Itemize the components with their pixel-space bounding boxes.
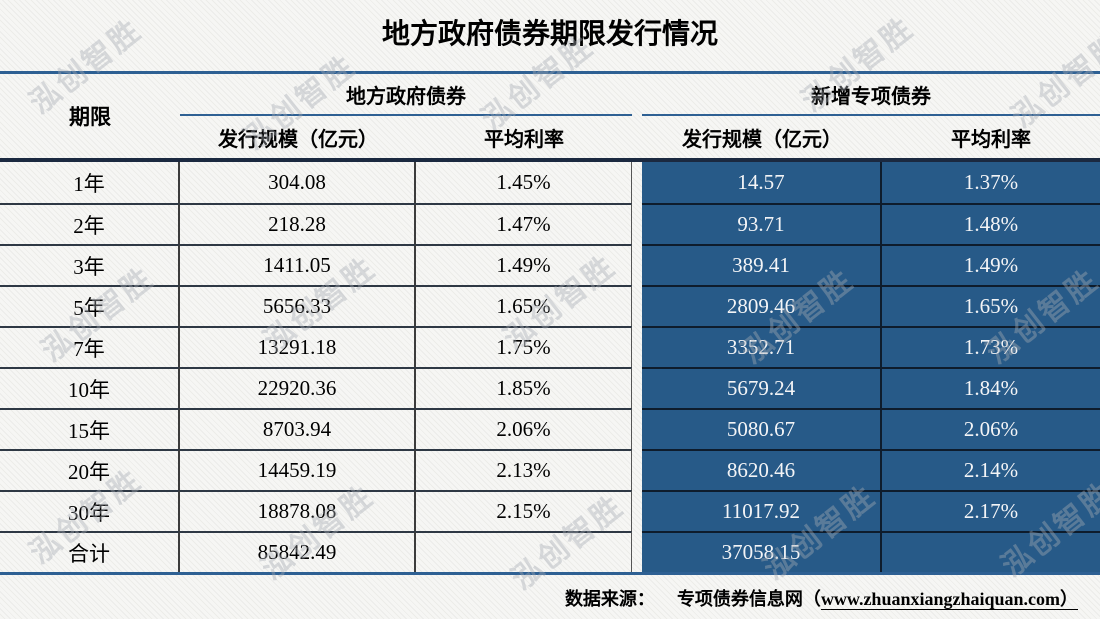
header-lgb-average-rate: 平均利率 xyxy=(484,128,564,151)
header-nsb-issuance-scale: 发行规模（亿元） xyxy=(682,128,842,151)
cell-lgb-scale: 85842.49 xyxy=(180,531,416,572)
column-gap xyxy=(632,74,642,158)
cell-lgb-scale: 5656.33 xyxy=(180,285,416,326)
cell-lgb-rate: 1.75% xyxy=(416,326,632,367)
cell-lgb-rate: 1.65% xyxy=(416,285,632,326)
source-name: 专项债券信息网（ xyxy=(676,589,821,609)
cell-lgb-rate: 1.49% xyxy=(416,244,632,285)
source-label: 数据来源： xyxy=(564,589,655,609)
column-gap xyxy=(632,162,642,203)
column-gap xyxy=(632,449,642,490)
table-row: 20年 14459.19 2.13% 8620.46 2.14% xyxy=(0,449,1100,490)
column-gap xyxy=(632,203,642,244)
table-row: 7年 13291.18 1.75% 3352.71 1.73% xyxy=(0,326,1100,367)
cell-nsb-rate: 2.14% xyxy=(882,449,1100,490)
cell-nsb-scale: 11017.92 xyxy=(642,490,882,531)
cell-term: 20年 xyxy=(0,449,180,490)
cell-lgb-scale: 14459.19 xyxy=(180,449,416,490)
cell-term: 30年 xyxy=(0,490,180,531)
cell-nsb-rate: 1.48% xyxy=(882,203,1100,244)
table-row: 10年 22920.36 1.85% 5679.24 1.84% xyxy=(0,367,1100,408)
cell-lgb-scale: 218.28 xyxy=(180,203,416,244)
column-gap xyxy=(632,490,642,531)
table-row: 15年 8703.94 2.06% 5080.67 2.06% xyxy=(0,408,1100,449)
cell-nsb-scale: 3352.71 xyxy=(642,326,882,367)
cell-lgb-scale: 304.08 xyxy=(180,162,416,203)
cell-nsb-scale: 93.71 xyxy=(642,203,882,244)
source-close-paren: ） xyxy=(1060,589,1078,609)
table-row: 2年 218.28 1.47% 93.71 1.48% xyxy=(0,203,1100,244)
cell-term: 10年 xyxy=(0,367,180,408)
table-bottom-rule xyxy=(0,572,1100,575)
cell-nsb-rate: 1.37% xyxy=(882,162,1100,203)
header-nsb-average-rate: 平均利率 xyxy=(951,128,1031,151)
cell-term: 7年 xyxy=(0,326,180,367)
cell-nsb-rate: 1.73% xyxy=(882,326,1100,367)
cell-nsb-scale: 2809.46 xyxy=(642,285,882,326)
table-row-total: 合计 85842.49 37058.15 xyxy=(0,531,1100,572)
data-source: 数据来源： 专项债券信息网（www.zhuanxiangzhaiquan.com） xyxy=(565,585,1078,611)
header-group-new-special-bonds: 新增专项债券 xyxy=(642,74,1100,116)
table-body: 1年 304.08 1.45% 14.57 1.37% 2年 218.28 1.… xyxy=(0,162,1100,572)
cell-nsb-scale: 5679.24 xyxy=(642,367,882,408)
cell-nsb-scale: 37058.15 xyxy=(642,531,882,572)
table-row: 1年 304.08 1.45% 14.57 1.37% xyxy=(0,162,1100,203)
cell-lgb-rate: 1.47% xyxy=(416,203,632,244)
cell-lgb-scale: 22920.36 xyxy=(180,367,416,408)
source-url-link[interactable]: www.zhuanxiangzhaiquan.com xyxy=(820,589,1060,609)
cell-lgb-scale: 8703.94 xyxy=(180,408,416,449)
column-gap xyxy=(632,367,642,408)
cell-nsb-rate xyxy=(882,531,1100,572)
cell-nsb-rate: 2.06% xyxy=(882,408,1100,449)
cell-lgb-scale: 1411.05 xyxy=(180,244,416,285)
column-gap xyxy=(632,531,642,572)
cell-lgb-rate: 1.85% xyxy=(416,367,632,408)
cell-nsb-rate: 1.84% xyxy=(882,367,1100,408)
column-gap xyxy=(632,408,642,449)
table-row: 5年 5656.33 1.65% 2809.46 1.65% xyxy=(0,285,1100,326)
cell-nsb-scale: 389.41 xyxy=(642,244,882,285)
cell-lgb-rate xyxy=(416,531,632,572)
cell-lgb-scale: 13291.18 xyxy=(180,326,416,367)
cell-lgb-rate: 1.45% xyxy=(416,162,632,203)
cell-term: 5年 xyxy=(0,285,180,326)
header-divider-rule xyxy=(0,158,1100,162)
table-row: 3年 1411.05 1.49% 389.41 1.49% xyxy=(0,244,1100,285)
cell-term: 合计 xyxy=(0,531,180,572)
cell-lgb-rate: 2.15% xyxy=(416,490,632,531)
page-title: 地方政府债券期限发行情况 xyxy=(381,19,718,50)
cell-lgb-scale: 18878.08 xyxy=(180,490,416,531)
header-lgb-issuance-scale: 发行规模（亿元） xyxy=(218,128,378,151)
cell-nsb-rate: 1.65% xyxy=(882,285,1100,326)
cell-nsb-rate: 2.17% xyxy=(882,490,1100,531)
cell-nsb-scale: 8620.46 xyxy=(642,449,882,490)
cell-term: 2年 xyxy=(0,203,180,244)
table-row: 30年 18878.08 2.15% 11017.92 2.17% xyxy=(0,490,1100,531)
cell-term: 15年 xyxy=(0,408,180,449)
cell-term: 3年 xyxy=(0,244,180,285)
bond-term-table: 期限 地方政府债券 新增专项债券 发行规模（亿元） 平均利率 发行规模（亿元） … xyxy=(0,71,1100,575)
cell-nsb-rate: 1.49% xyxy=(882,244,1100,285)
cell-lgb-rate: 2.13% xyxy=(416,449,632,490)
column-gap xyxy=(632,326,642,367)
column-gap xyxy=(632,244,642,285)
header-group-local-gov-bonds: 地方政府债券 xyxy=(180,74,632,116)
cell-lgb-rate: 2.06% xyxy=(416,408,632,449)
column-gap xyxy=(632,285,642,326)
header-term: 期限 xyxy=(69,105,111,129)
cell-nsb-scale: 14.57 xyxy=(642,162,882,203)
cell-term: 1年 xyxy=(0,162,180,203)
cell-nsb-scale: 5080.67 xyxy=(642,408,882,449)
table-header: 期限 地方政府债券 新增专项债券 发行规模（亿元） 平均利率 发行规模（亿元） … xyxy=(0,71,1100,158)
